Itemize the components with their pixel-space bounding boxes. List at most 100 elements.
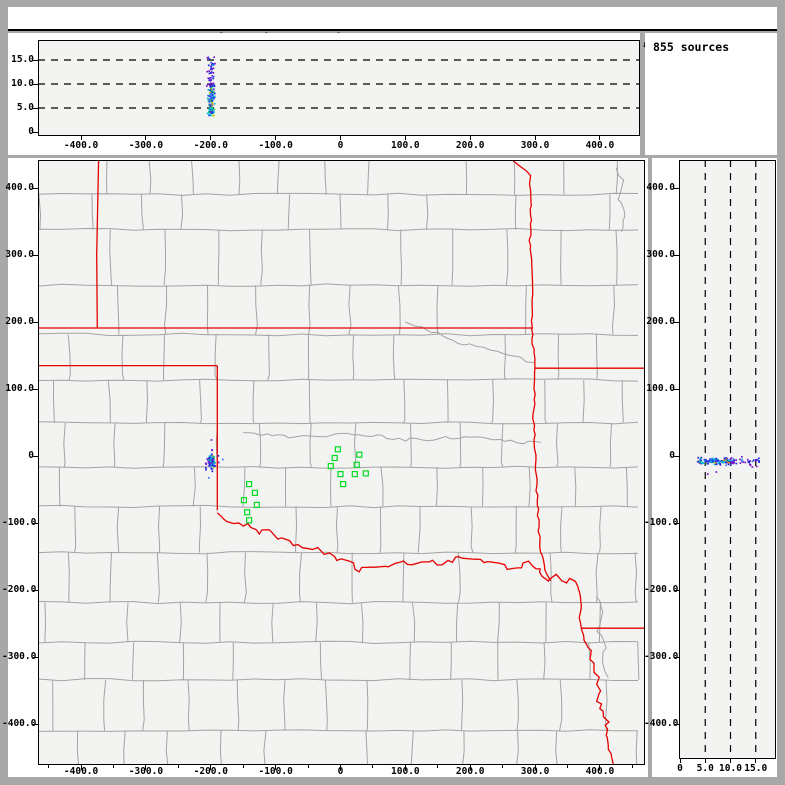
ew-y-tick-label: 10.0 — [11, 78, 34, 89]
station-marker — [251, 489, 258, 496]
map-y-tick-label: 400.0 — [5, 182, 34, 193]
state-border-co-ks-102w — [96, 160, 100, 329]
ns-x-tick — [679, 759, 681, 763]
lma-stations — [240, 446, 369, 524]
ew-y-tick-label: 0 — [28, 126, 34, 137]
ew-x-tick — [599, 136, 601, 140]
map-x-tick-label: -300.0 — [128, 765, 164, 777]
map-y-tick-label: -200.0 — [2, 584, 37, 595]
map-x-tick — [534, 765, 536, 770]
ns-y-tick — [674, 656, 679, 658]
sources-count-label: 855 sources — [653, 40, 730, 54]
altitude-ns-plot — [679, 160, 776, 759]
ew-x-tick-label: 100.0 — [391, 140, 420, 151]
station-marker — [240, 497, 247, 504]
ew-y-tick-label: 15.0 — [11, 54, 34, 65]
ns-y-tick — [674, 388, 679, 390]
state-borders — [38, 160, 645, 765]
map-y-tick — [33, 187, 38, 189]
map-x-tick — [48, 765, 50, 768]
ew-y-tick — [33, 83, 38, 85]
ns-y-tick — [674, 522, 679, 524]
station-marker — [331, 454, 338, 462]
map-x-tick — [502, 765, 504, 768]
map-x-tick — [242, 765, 244, 768]
map-y-tick — [33, 723, 38, 725]
ns-y-tick — [674, 254, 679, 256]
map-y-tick — [33, 254, 38, 256]
map-x-tick-label: 100.0 — [391, 765, 420, 777]
ns-y-tick-label: -100.0 — [644, 517, 679, 528]
ns-y-tick-label: 100.0 — [646, 383, 675, 394]
ew-plot-background — [38, 40, 640, 136]
map-y-tick — [33, 321, 38, 323]
map-x-tick-label: -400.0 — [63, 765, 99, 777]
state-border-tx-la-sabine — [580, 627, 615, 765]
ns-x-tick-label: 0 — [677, 763, 683, 774]
map-x-tick — [307, 765, 309, 768]
ns-y-tick — [674, 187, 679, 189]
ew-x-tick-label: 200.0 — [455, 140, 485, 151]
map-y-tick-label: 0 — [28, 450, 34, 461]
ew-x-tick-label: 0 — [337, 140, 344, 151]
ew-x-tick-label: 400.0 — [585, 140, 615, 151]
map-x-tick-label: 300.0 — [520, 765, 550, 777]
ns-x-tick — [730, 759, 731, 763]
map-x-tick-label: 400.0 — [585, 765, 615, 777]
station-marker — [337, 471, 344, 478]
station-marker — [356, 451, 363, 458]
station-marker — [244, 509, 251, 516]
map-y-tick-label: 300.0 — [5, 249, 34, 260]
map-y-tick-label: -100.0 — [2, 517, 37, 528]
ew-x-tick — [534, 136, 536, 140]
ew-x-tick-label: -400.0 — [63, 140, 99, 151]
dashed-altitude-gridlines — [38, 59, 640, 109]
map-x-tick-label: 0 — [337, 765, 344, 777]
map-y-tick — [33, 522, 38, 524]
map-x-tick — [275, 765, 277, 770]
ew-y-tick — [33, 107, 38, 109]
ew-x-tick — [80, 136, 82, 140]
ew-y-tick — [33, 59, 38, 61]
station-marker — [353, 461, 360, 468]
source-points — [204, 439, 224, 479]
map-y-tick — [33, 455, 38, 457]
ew-x-tick — [275, 136, 277, 140]
county-lines — [38, 160, 640, 765]
station-marker — [340, 481, 347, 488]
map-x-tick — [599, 765, 601, 770]
state-border-red-river — [216, 512, 580, 589]
station-marker — [327, 463, 334, 470]
ns-x-tick-label: 15.0 — [744, 763, 768, 774]
map-x-tick — [145, 765, 147, 770]
state-border-tx-ar — [577, 587, 583, 629]
map-x-tick — [404, 765, 406, 770]
ns-y-tick-label: 200.0 — [646, 316, 675, 327]
ns-y-tick — [674, 589, 679, 591]
ns-y-tick-label: 300.0 — [646, 249, 675, 260]
ew-x-tick-label: -300.0 — [128, 140, 164, 151]
ns-y-tick-label: 0 — [669, 450, 675, 461]
map-y-tick-label: -400.0 — [2, 718, 37, 729]
ew-y-tick — [33, 131, 38, 133]
ew-x-tick — [145, 136, 147, 140]
source-points — [696, 455, 760, 475]
map-x-tick — [469, 765, 471, 770]
map-y-tick — [33, 388, 38, 390]
ns-x-tick-label: 5.0 — [696, 763, 714, 774]
ns-y-tick-label: 400.0 — [646, 182, 675, 193]
map-x-tick — [631, 765, 633, 768]
station-marker — [362, 470, 369, 477]
ns-y-tick — [674, 321, 679, 323]
map-y-tick — [33, 589, 38, 591]
map-x-tick — [113, 765, 115, 768]
station-marker — [246, 517, 253, 524]
ew-x-tick — [469, 136, 471, 140]
map-background — [38, 160, 645, 765]
map-y-tick-label: -300.0 — [2, 651, 37, 662]
map-x-tick — [566, 765, 568, 768]
map-y-tick-label: 100.0 — [5, 383, 34, 394]
ew-plot-frame — [38, 40, 640, 136]
station-marker — [246, 481, 253, 488]
map-y-tick — [33, 656, 38, 658]
